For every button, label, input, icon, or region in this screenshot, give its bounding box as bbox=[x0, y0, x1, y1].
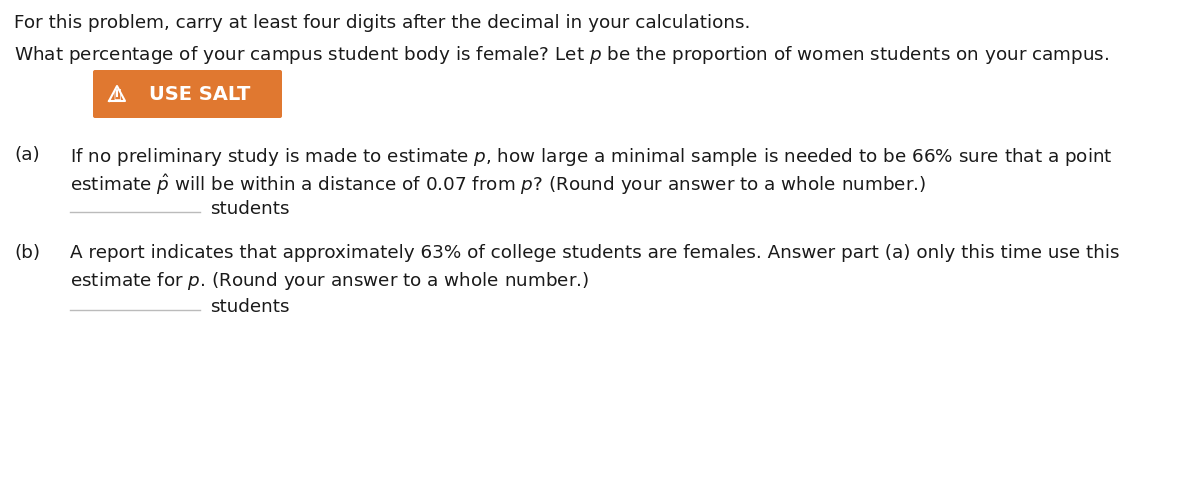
Text: If no preliminary study is made to estimate $p$, how large a minimal sample is n: If no preliminary study is made to estim… bbox=[70, 146, 1112, 168]
Text: students: students bbox=[210, 298, 289, 316]
Text: For this problem, carry at least four digits after the decimal in your calculati: For this problem, carry at least four di… bbox=[14, 14, 750, 32]
Text: What percentage of your campus student body is female? Let $p$ be the proportion: What percentage of your campus student b… bbox=[14, 44, 1110, 66]
Text: (b): (b) bbox=[14, 244, 40, 262]
FancyBboxPatch shape bbox=[94, 70, 282, 118]
Text: ⬥: ⬥ bbox=[113, 88, 121, 102]
Text: USE SALT: USE SALT bbox=[149, 84, 250, 103]
Text: A report indicates that approximately 63% of college students are females. Answe: A report indicates that approximately 63… bbox=[70, 244, 1120, 262]
Text: estimate for $p$. (Round your answer to a whole number.): estimate for $p$. (Round your answer to … bbox=[70, 270, 589, 292]
Text: (a): (a) bbox=[14, 146, 40, 164]
Text: students: students bbox=[210, 200, 289, 218]
Text: estimate $\hat{p}$ will be within a distance of 0.07 from $p$? (Round your answe: estimate $\hat{p}$ will be within a dist… bbox=[70, 172, 926, 197]
